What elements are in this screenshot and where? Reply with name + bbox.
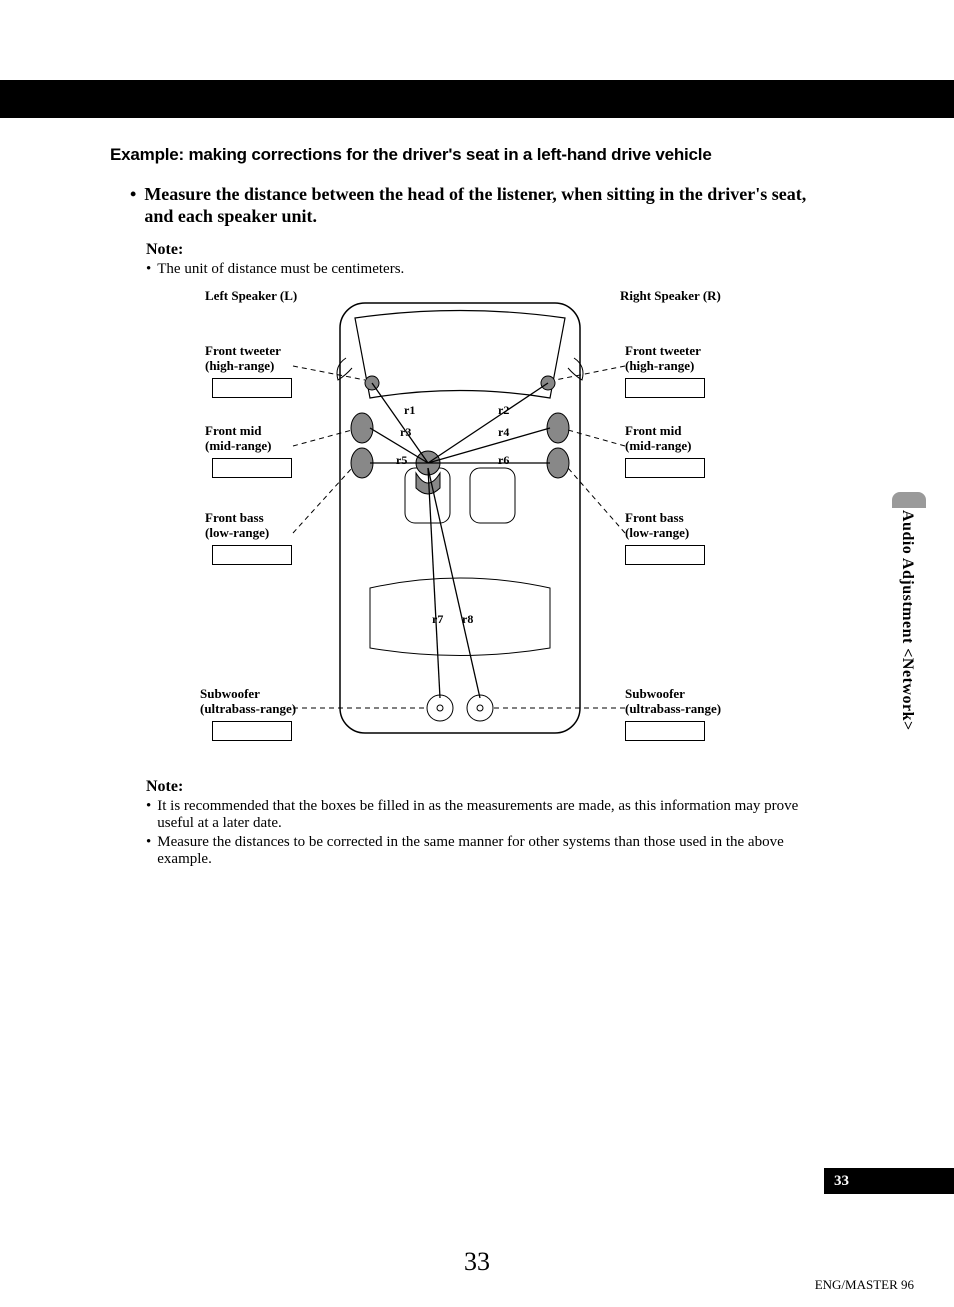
speaker-diagram: Left Speaker (L) Right Speaker (R) Front…	[110, 288, 830, 758]
page-content: Example: making corrections for the driv…	[110, 145, 830, 876]
example-heading: Example: making corrections for the driv…	[110, 145, 830, 165]
note-block-1: Note: • The unit of distance must be cen…	[146, 241, 830, 278]
note-text: It is recommended that the boxes be fill…	[157, 798, 830, 832]
svg-text:r5: r5	[396, 453, 407, 467]
svg-text:r1: r1	[404, 403, 415, 417]
note-item: • The unit of distance must be centimete…	[146, 261, 830, 278]
section-tab-label: Audio Adjustment <Network>	[898, 510, 916, 731]
svg-text:r7: r7	[432, 612, 443, 626]
svg-text:r8: r8	[462, 612, 473, 626]
header-black-bar	[0, 80, 954, 118]
note-title: Note:	[146, 778, 830, 796]
page-number-tab: 33	[824, 1168, 954, 1194]
bullet-dot: •	[146, 261, 151, 278]
main-instruction: • Measure the distance between the head …	[130, 183, 830, 227]
svg-text:r2: r2	[498, 403, 509, 417]
section-tab: Audio Adjustment <Network>	[898, 510, 920, 790]
note-text: The unit of distance must be centimeters…	[157, 261, 404, 278]
car-svg: r1 r2 r3 r4 r5 r6 r7 r8	[110, 288, 830, 758]
bullet-dot: •	[146, 834, 151, 868]
footer-code: ENG/MASTER 96	[815, 1277, 914, 1293]
svg-text:r6: r6	[498, 453, 509, 467]
page-number-large: 33	[0, 1247, 954, 1277]
svg-text:r3: r3	[400, 425, 411, 439]
tab-marker	[892, 492, 926, 508]
page-number-small: 33	[834, 1173, 849, 1189]
note-text: Measure the distances to be corrected in…	[157, 834, 830, 868]
bullet-dot: •	[146, 798, 151, 832]
note-title: Note:	[146, 241, 830, 259]
main-instruction-text: Measure the distance between the head of…	[144, 183, 830, 227]
svg-text:r4: r4	[498, 425, 509, 439]
note-item: • It is recommended that the boxes be fi…	[146, 798, 830, 832]
note-item: • Measure the distances to be corrected …	[146, 834, 830, 868]
bullet-dot: •	[130, 183, 136, 227]
note-block-2: Note: • It is recommended that the boxes…	[146, 778, 830, 868]
